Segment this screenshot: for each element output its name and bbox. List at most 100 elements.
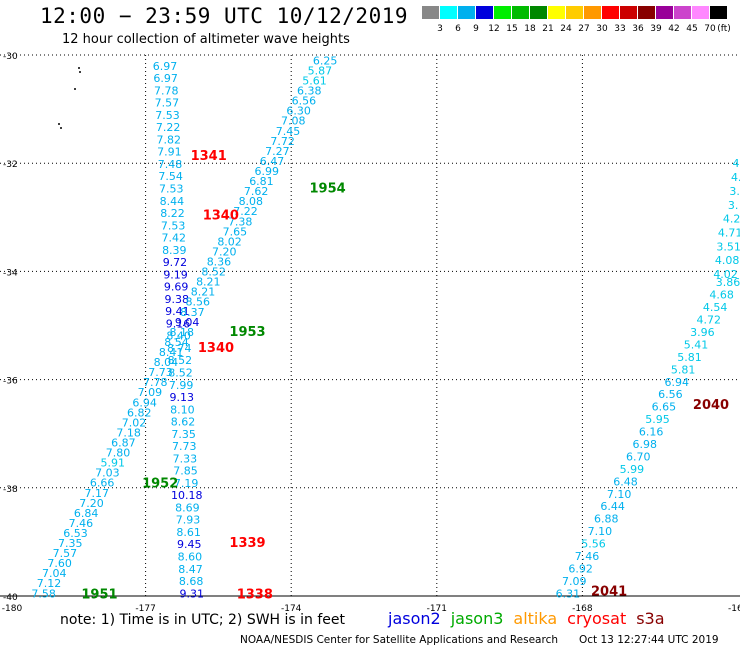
- wave-height-value: 9.13: [170, 391, 195, 404]
- wave-height-value: 8.36: [207, 255, 232, 268]
- pass-time-label: 1953: [229, 325, 265, 340]
- wave-height-value: 9.19: [163, 268, 188, 281]
- wave-height-value: 4.08: [715, 254, 740, 267]
- wave-height-value: 3.86: [716, 276, 740, 289]
- wave-height-value: 7.12: [37, 577, 62, 590]
- wave-height-value: 7.35: [58, 537, 83, 550]
- legend-swatch: [584, 6, 601, 19]
- wave-height-value: 7.58: [31, 587, 56, 600]
- wave-height-value: 4.72: [697, 314, 722, 327]
- wave-height-value: 8.52: [168, 354, 193, 367]
- wave-height-value: 8.37: [180, 306, 205, 319]
- pass-time-label: 1340: [203, 209, 239, 224]
- wave-height-value: 4.68: [709, 289, 734, 302]
- wave-height-value: 7.45: [276, 125, 301, 138]
- wave-height-value: 7.62: [244, 185, 269, 198]
- legend-label: 33: [614, 24, 626, 34]
- wave-height-value: 3.: [729, 185, 740, 198]
- lon-tick-label: -16: [728, 604, 740, 614]
- wave-height-value: 6.98: [632, 438, 657, 451]
- wave-height-value: 6.94: [664, 376, 689, 389]
- wave-height-value: 5.81: [677, 351, 702, 364]
- legend-label: 70: [704, 24, 716, 34]
- wave-height-value: 5.99: [620, 463, 645, 476]
- wave-height-value: 8.74: [167, 342, 192, 355]
- satellite-cryosat: cryosat: [567, 609, 627, 628]
- wave-height-value: 9.16: [166, 317, 191, 330]
- wave-height-value: 8.60: [178, 550, 203, 563]
- pass-time-label: 2041: [591, 585, 627, 600]
- wave-height-value: 8.62: [171, 416, 196, 429]
- wave-height-value: 4.54: [703, 301, 728, 314]
- wave-height-value: 7.33: [173, 452, 198, 465]
- wave-height-value: 7.60: [47, 557, 72, 570]
- wave-height-value: 8.22: [160, 207, 185, 220]
- satellite-jason2: jason2: [388, 609, 441, 628]
- wave-height-value: 7.82: [156, 133, 181, 146]
- wave-height-value: 6.88: [594, 513, 619, 526]
- wave-height-value: 7.42: [161, 232, 186, 245]
- wave-height-value: 7.91: [157, 146, 182, 159]
- wave-height-value: 7.19: [174, 477, 199, 490]
- satellite-altika: altika: [513, 609, 558, 628]
- wave-height-value: 7.54: [158, 170, 183, 183]
- legend-label: 9: [473, 24, 479, 34]
- wave-height-value: 4.: [731, 171, 740, 184]
- wave-height-value: 6.82: [127, 406, 152, 419]
- legend-label: 15: [506, 24, 518, 34]
- axis-ticks: -30 -32 -34 -36 -38 -40-180 -177 -174 -171 -168 -1…: [2, 52, 740, 614]
- wave-height-value: 7.53: [161, 219, 186, 232]
- wave-height-value: 7.09: [138, 386, 163, 399]
- wave-height-value: 5.87: [308, 64, 333, 77]
- wave-height-value: 7.57: [155, 97, 180, 110]
- wave-height-value: 5.91: [100, 457, 125, 470]
- wave-height-value: 8.52: [168, 366, 193, 379]
- wave-height-value: 6.70: [626, 450, 651, 463]
- legend-swatch: [422, 6, 439, 19]
- legend-swatch: [440, 6, 457, 19]
- wave-height-value: 6.31: [556, 587, 581, 600]
- land-dot: [78, 67, 80, 69]
- wave-height-value: 7.65: [223, 225, 248, 238]
- satellite-s3a: s3a: [636, 609, 665, 628]
- wave-height-value: 7.48: [158, 158, 183, 171]
- wave-height-value: 6.47: [260, 155, 285, 168]
- wave-height-value: 8.04: [154, 356, 179, 369]
- wave-height-value: 7.22: [156, 121, 181, 134]
- wave-height-value: 8.02: [217, 235, 242, 248]
- wave-height-value: 7.73: [148, 366, 173, 379]
- pass-time-label: 1341: [191, 149, 227, 164]
- wave-height-value: 6.97: [153, 72, 178, 85]
- legend-label: 24: [560, 24, 572, 34]
- wave-height-value: 7.99: [169, 379, 194, 392]
- wave-height-value: 6.25: [313, 54, 338, 67]
- wave-height-value: 6.65: [652, 401, 677, 414]
- lon-tick-label: -171: [427, 604, 447, 614]
- wave-height-value: 6.56: [292, 95, 317, 108]
- legend-swatch: [602, 6, 619, 19]
- wave-height-value: 6.16: [639, 426, 664, 439]
- wave-height-value: 4.: [732, 157, 740, 170]
- wave-height-value: 9.72: [163, 256, 188, 269]
- lon-tick-label: -180: [2, 604, 23, 614]
- legend-swatch: [530, 6, 547, 19]
- wave-height-value: 6.97: [153, 60, 178, 73]
- legend-label: 27: [578, 24, 590, 34]
- lon-tick-label: -168: [572, 604, 593, 614]
- lat-tick-label: -32: [3, 160, 18, 170]
- wave-height-value: 7.08: [281, 115, 306, 128]
- wave-height-value: 7.27: [265, 145, 290, 158]
- land-dot: [79, 71, 81, 73]
- generation-timestamp: Oct 13 12:27:44 UTC 2019: [579, 634, 719, 646]
- wave-height-value: 8.39: [162, 244, 187, 257]
- legend-swatch: [458, 6, 475, 19]
- wave-height-value: 7.38: [228, 215, 253, 228]
- page-subtitle: 12 hour collection of altimeter wave hei…: [62, 32, 350, 47]
- wave-height-value: 4.2: [723, 213, 740, 226]
- wave-height-value: 8.08: [239, 195, 264, 208]
- wave-height-value: 7.03: [95, 467, 120, 480]
- pass-time-label: 1952: [142, 476, 178, 491]
- wave-height-value: 6.99: [255, 165, 280, 178]
- wave-height-value: 7.10: [607, 488, 632, 501]
